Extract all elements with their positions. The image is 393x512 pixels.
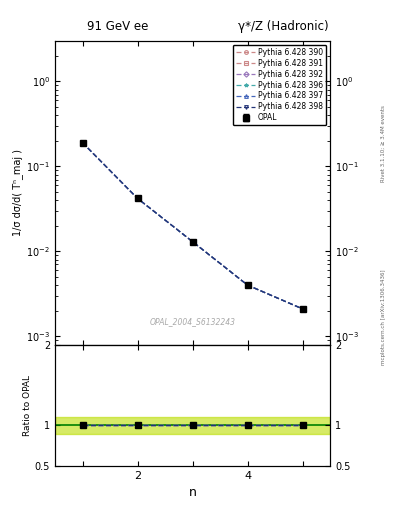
Line: Pythia 6.428 398: Pythia 6.428 398 [81, 141, 305, 311]
Pythia 6.428 398 [80, 140, 85, 146]
Pythia 6.428 392 [300, 306, 305, 312]
Legend: Pythia 6.428 390, Pythia 6.428 391, Pythia 6.428 392, Pythia 6.428 396, Pythia 6: Pythia 6.428 390, Pythia 6.428 391, Pyth… [233, 45, 326, 125]
Line: Pythia 6.428 390: Pythia 6.428 390 [81, 141, 305, 311]
Text: OPAL_2004_S6132243: OPAL_2004_S6132243 [150, 317, 235, 326]
Bar [55, 417, 330, 434]
Text: γ*/Z (Hadronic): γ*/Z (Hadronic) [238, 20, 328, 33]
Pythia 6.428 391 [245, 282, 250, 288]
Text: mcplots.cern.ch [arXiv:1306.3436]: mcplots.cern.ch [arXiv:1306.3436] [381, 270, 386, 365]
Line: Pythia 6.428 396: Pythia 6.428 396 [81, 141, 305, 311]
Text: Rivet 3.1.10; ≥ 3.4M events: Rivet 3.1.10; ≥ 3.4M events [381, 105, 386, 182]
Pythia 6.428 397 [190, 239, 195, 245]
Pythia 6.428 396 [135, 196, 140, 202]
Pythia 6.428 391 [80, 140, 85, 146]
Pythia 6.428 391 [190, 239, 195, 245]
Pythia 6.428 397 [135, 196, 140, 202]
Line: Pythia 6.428 397: Pythia 6.428 397 [81, 141, 305, 311]
Pythia 6.428 398 [300, 306, 305, 312]
Pythia 6.428 390 [300, 306, 305, 312]
Pythia 6.428 396 [300, 306, 305, 312]
Pythia 6.428 396 [190, 239, 195, 245]
Pythia 6.428 397 [245, 282, 250, 288]
Pythia 6.428 398 [245, 282, 250, 288]
Text: 91 GeV ee: 91 GeV ee [87, 20, 149, 33]
Line: Pythia 6.428 392: Pythia 6.428 392 [81, 141, 305, 311]
Pythia 6.428 392 [245, 282, 250, 288]
Pythia 6.428 392 [80, 140, 85, 146]
Y-axis label: 1/σ dσ/d( Tⁿ_maj ): 1/σ dσ/d( Tⁿ_maj ) [13, 149, 24, 236]
Pythia 6.428 390 [80, 140, 85, 146]
Pythia 6.428 391 [135, 196, 140, 202]
Pythia 6.428 398 [135, 196, 140, 202]
Pythia 6.428 398 [190, 239, 195, 245]
Pythia 6.428 392 [190, 239, 195, 245]
Pythia 6.428 390 [190, 239, 195, 245]
Pythia 6.428 397 [300, 306, 305, 312]
Pythia 6.428 396 [80, 140, 85, 146]
Pythia 6.428 392 [135, 196, 140, 202]
Pythia 6.428 396 [245, 282, 250, 288]
Line: Pythia 6.428 391: Pythia 6.428 391 [81, 141, 305, 311]
Y-axis label: Ratio to OPAL: Ratio to OPAL [23, 375, 32, 436]
Pythia 6.428 390 [245, 282, 250, 288]
Pythia 6.428 390 [135, 196, 140, 202]
X-axis label: n: n [189, 486, 196, 499]
Pythia 6.428 397 [80, 140, 85, 146]
Pythia 6.428 391 [300, 306, 305, 312]
